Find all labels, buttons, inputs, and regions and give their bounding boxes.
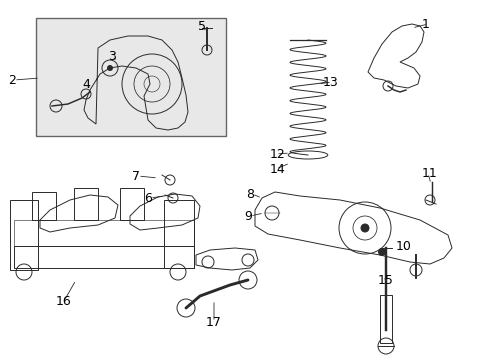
- Circle shape: [360, 224, 368, 232]
- Bar: [36, 18, 225, 136]
- Text: 1: 1: [421, 18, 429, 31]
- Text: 8: 8: [245, 188, 253, 201]
- Text: 6: 6: [143, 192, 152, 205]
- Text: 2: 2: [8, 74, 16, 87]
- Text: 17: 17: [205, 316, 222, 329]
- Bar: [10, 200, 38, 270]
- Bar: [74, 188, 98, 220]
- Bar: [379, 295, 391, 343]
- Text: 10: 10: [395, 240, 411, 253]
- Text: 4: 4: [82, 78, 90, 91]
- Text: 11: 11: [421, 167, 437, 180]
- Text: 13: 13: [322, 76, 337, 89]
- Bar: [120, 188, 143, 220]
- Bar: [163, 200, 194, 268]
- Text: 5: 5: [198, 20, 205, 33]
- Bar: [14, 220, 194, 246]
- Bar: [32, 192, 56, 220]
- Text: 16: 16: [56, 295, 72, 308]
- Circle shape: [107, 65, 113, 71]
- Text: 14: 14: [269, 163, 285, 176]
- Text: 15: 15: [377, 274, 393, 287]
- Text: 7: 7: [132, 170, 140, 183]
- Bar: [14, 246, 194, 268]
- Text: 12: 12: [269, 148, 285, 161]
- Text: 9: 9: [244, 210, 251, 223]
- Circle shape: [377, 248, 385, 256]
- Text: 3: 3: [108, 50, 116, 63]
